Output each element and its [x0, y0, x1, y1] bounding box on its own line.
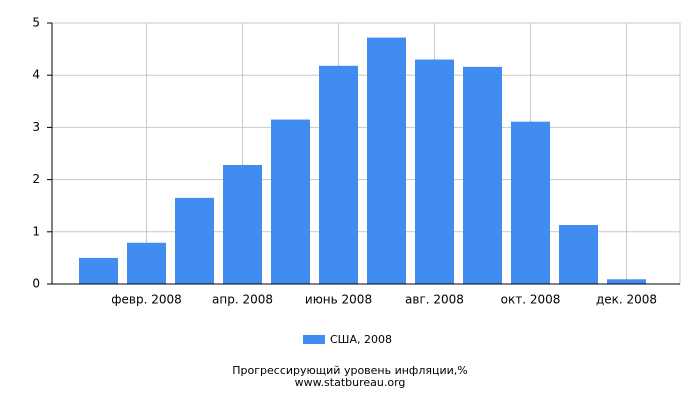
x-tick-label: февр. 2008: [111, 293, 182, 307]
bar: [127, 242, 166, 284]
bar: [271, 119, 310, 284]
bar: [367, 37, 406, 285]
bar: [463, 66, 502, 285]
x-tick-label: апр. 2008: [212, 293, 273, 307]
legend-label: США, 2008: [330, 333, 392, 346]
y-tick-label: 1: [32, 224, 40, 238]
legend-swatch: [303, 335, 325, 344]
y-tick-label: 5: [32, 16, 40, 30]
caption: Прогрессирующий уровень инфляции,%: [232, 364, 467, 377]
bar: [319, 65, 358, 284]
bar: [415, 59, 454, 284]
x-tick-label: авг. 2008: [405, 293, 464, 307]
x-tick-label: июнь 2008: [305, 293, 372, 307]
bar: [559, 225, 598, 284]
bar: [607, 279, 646, 284]
y-tick-label: 0: [32, 277, 40, 291]
bar: [511, 121, 550, 285]
bar: [175, 197, 214, 284]
y-tick-label: 4: [32, 68, 40, 82]
y-tick-label: 3: [32, 120, 40, 134]
source: www.statbureau.org: [295, 376, 406, 389]
bar: [223, 164, 262, 284]
x-tick-label: окт. 2008: [501, 293, 561, 307]
bar: [79, 257, 118, 284]
y-tick-label: 2: [32, 172, 40, 186]
x-tick-label: дек. 2008: [596, 293, 657, 307]
